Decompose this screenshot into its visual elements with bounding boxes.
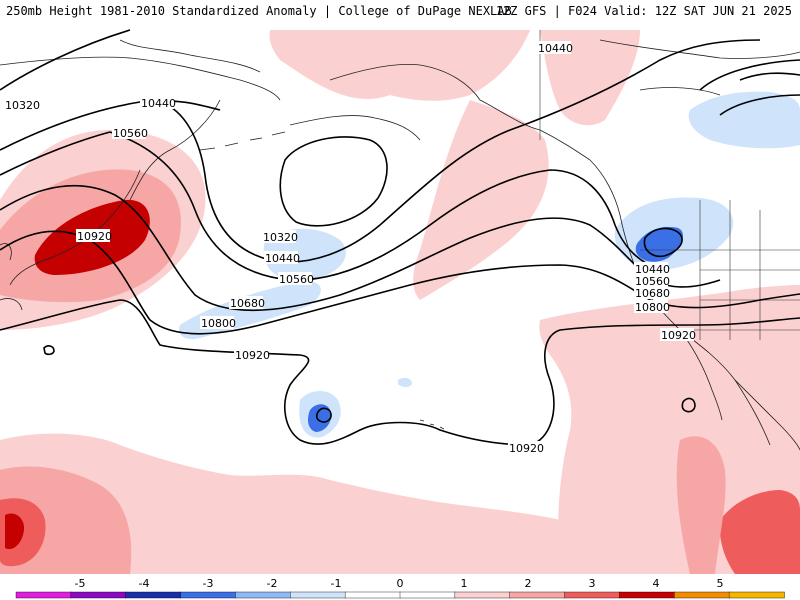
colorbar-swatch — [509, 591, 566, 599]
contour-closed-east — [681, 397, 696, 413]
anomaly-fill-hudson — [688, 91, 800, 149]
anomaly-fill-bering — [269, 30, 530, 101]
contour-10920-main — [0, 299, 800, 446]
contour-closed-west — [43, 345, 55, 356]
contour-10320-nw — [0, 29, 131, 91]
contour-10440-trough — [159, 39, 761, 263]
contour-10320-gulf — [279, 136, 388, 227]
height-contours — [0, 29, 800, 446]
label-10440-ne: 10440 — [538, 42, 573, 55]
contour-ne-low-1 — [699, 59, 800, 91]
contour-ne-low-3 — [739, 72, 800, 81]
colorbar-swatch — [619, 591, 675, 599]
label-10800-wc: 10800 — [635, 301, 670, 314]
label-10320-gulf: 10320 — [263, 231, 298, 244]
anomaly-fill-ne-pacific — [413, 100, 549, 300]
colorbar-swatch — [70, 591, 127, 599]
colorbar-tick-label: -2 — [267, 577, 278, 590]
colorbar-swatch — [728, 591, 785, 599]
colorbar-tick-label: 5 — [717, 577, 724, 590]
anomaly-fill-east-pacific — [539, 285, 800, 574]
label-10440-wc: 10440 — [635, 263, 670, 276]
colorbar-swatches — [15, 591, 785, 599]
label-10920-japan: 10920 — [77, 230, 112, 243]
colorbar-tick-label: 3 — [589, 577, 596, 590]
colorbar-tick-label: 0 — [397, 577, 404, 590]
contour-closed-hawaii — [315, 407, 332, 423]
contour-labels: 10320 10440 10560 10920 10320 10440 1056… — [4, 41, 696, 455]
contour-10440-pnw — [643, 227, 683, 258]
label-10440-nw: 10440 — [141, 97, 176, 110]
contour-10800-trough — [0, 230, 800, 335]
anomaly-fill-southwest-4 — [5, 513, 25, 550]
positive-anomaly-fills — [0, 30, 800, 574]
colorbar-swatch — [290, 591, 346, 599]
model-valid-time: 12Z GFS | F024 Valid: 12Z SAT JUN 21 202… — [495, 4, 792, 18]
label-10680-mid: 10680 — [230, 297, 265, 310]
label-10320-nw: 10320 — [5, 99, 40, 112]
anomaly-colorbar: -5 -4 -3 -2 -1 0 1 2 3 4 5 — [0, 574, 800, 600]
colorbar-swatch — [454, 591, 511, 599]
anomaly-fill-southeast — [719, 490, 800, 574]
colorbar-tick-labels: -5 -4 -3 -2 -1 0 1 2 3 4 5 — [75, 577, 724, 590]
height-anomaly-map: 10320 10440 10560 10920 10320 10440 1056… — [0, 22, 800, 574]
colorbar-tick-label: 4 — [653, 577, 660, 590]
label-10920-south: 10920 — [509, 442, 544, 455]
label-10680-wc: 10680 — [635, 287, 670, 300]
colorbar-tick-label: -5 — [75, 577, 86, 590]
colorbar-tick-label: 2 — [525, 577, 532, 590]
colorbar-tick-label: -4 — [139, 577, 150, 590]
contour-10680-trough — [0, 184, 721, 311]
colorbar-swatch — [180, 591, 237, 599]
colorbar-tick-label: -1 — [331, 577, 342, 590]
colorbar-swatch — [674, 591, 730, 599]
label-10920-wc: 10920 — [661, 329, 696, 342]
contour-ne-low-2 — [719, 94, 800, 116]
contour-10560-trough — [109, 131, 661, 281]
anomaly-fill-small — [398, 377, 412, 387]
colorbar-tick-label: 1 — [461, 577, 468, 590]
colorbar-swatch — [344, 591, 401, 599]
colorbar-swatch — [235, 591, 291, 599]
label-10440-gulf: 10440 — [265, 252, 300, 265]
label-10560-mid: 10560 — [279, 273, 314, 286]
colorbar-swatch — [15, 591, 72, 599]
colorbar-swatch — [564, 591, 621, 599]
anomaly-fill-southeast-2 — [676, 436, 726, 574]
contour-10560-nw — [0, 131, 111, 176]
label-10800-mid: 10800 — [201, 317, 236, 330]
contour-10440-nw — [0, 100, 221, 151]
colorbar-swatch — [125, 591, 182, 599]
label-10560-nw: 10560 — [113, 127, 148, 140]
label-10920-mid: 10920 — [235, 349, 270, 362]
title-bar: 250mb Height 1981-2010 Standardized Anom… — [0, 0, 800, 22]
colorbar-swatch — [399, 591, 456, 599]
colorbar-tick-label: -3 — [203, 577, 214, 590]
map-title: 250mb Height 1981-2010 Standardized Anom… — [6, 4, 512, 18]
anomaly-fill-southwest — [0, 433, 560, 574]
anomaly-fill-hawaii-low-core — [308, 404, 332, 432]
label-10560-wc: 10560 — [635, 275, 670, 288]
